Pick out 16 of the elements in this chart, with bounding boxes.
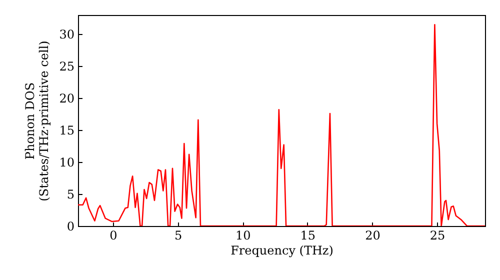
line-series xyxy=(78,24,485,226)
x-tick-label: 10 xyxy=(235,228,251,242)
y-tick-label: 15 xyxy=(59,124,74,138)
y-tick-label: 10 xyxy=(59,156,74,170)
y-tick-label: 5 xyxy=(66,188,74,202)
x-tick-label: 15 xyxy=(300,228,316,242)
x-tick-label: 5 xyxy=(174,228,182,242)
y-tick-label: 25 xyxy=(59,60,74,74)
x-axis-title: Frequency (THz) xyxy=(230,244,334,258)
x-tick-label: 25 xyxy=(430,228,446,242)
x-tick-label: 20 xyxy=(365,228,380,242)
y-axis-title: Phonon DOS (States/THz·primitive cell) xyxy=(23,40,52,202)
y-tick-label: 20 xyxy=(59,92,74,106)
y-tick-label: 30 xyxy=(59,28,74,42)
y-tick-label: 0 xyxy=(66,220,74,234)
x-tick-label: 0 xyxy=(110,228,118,242)
